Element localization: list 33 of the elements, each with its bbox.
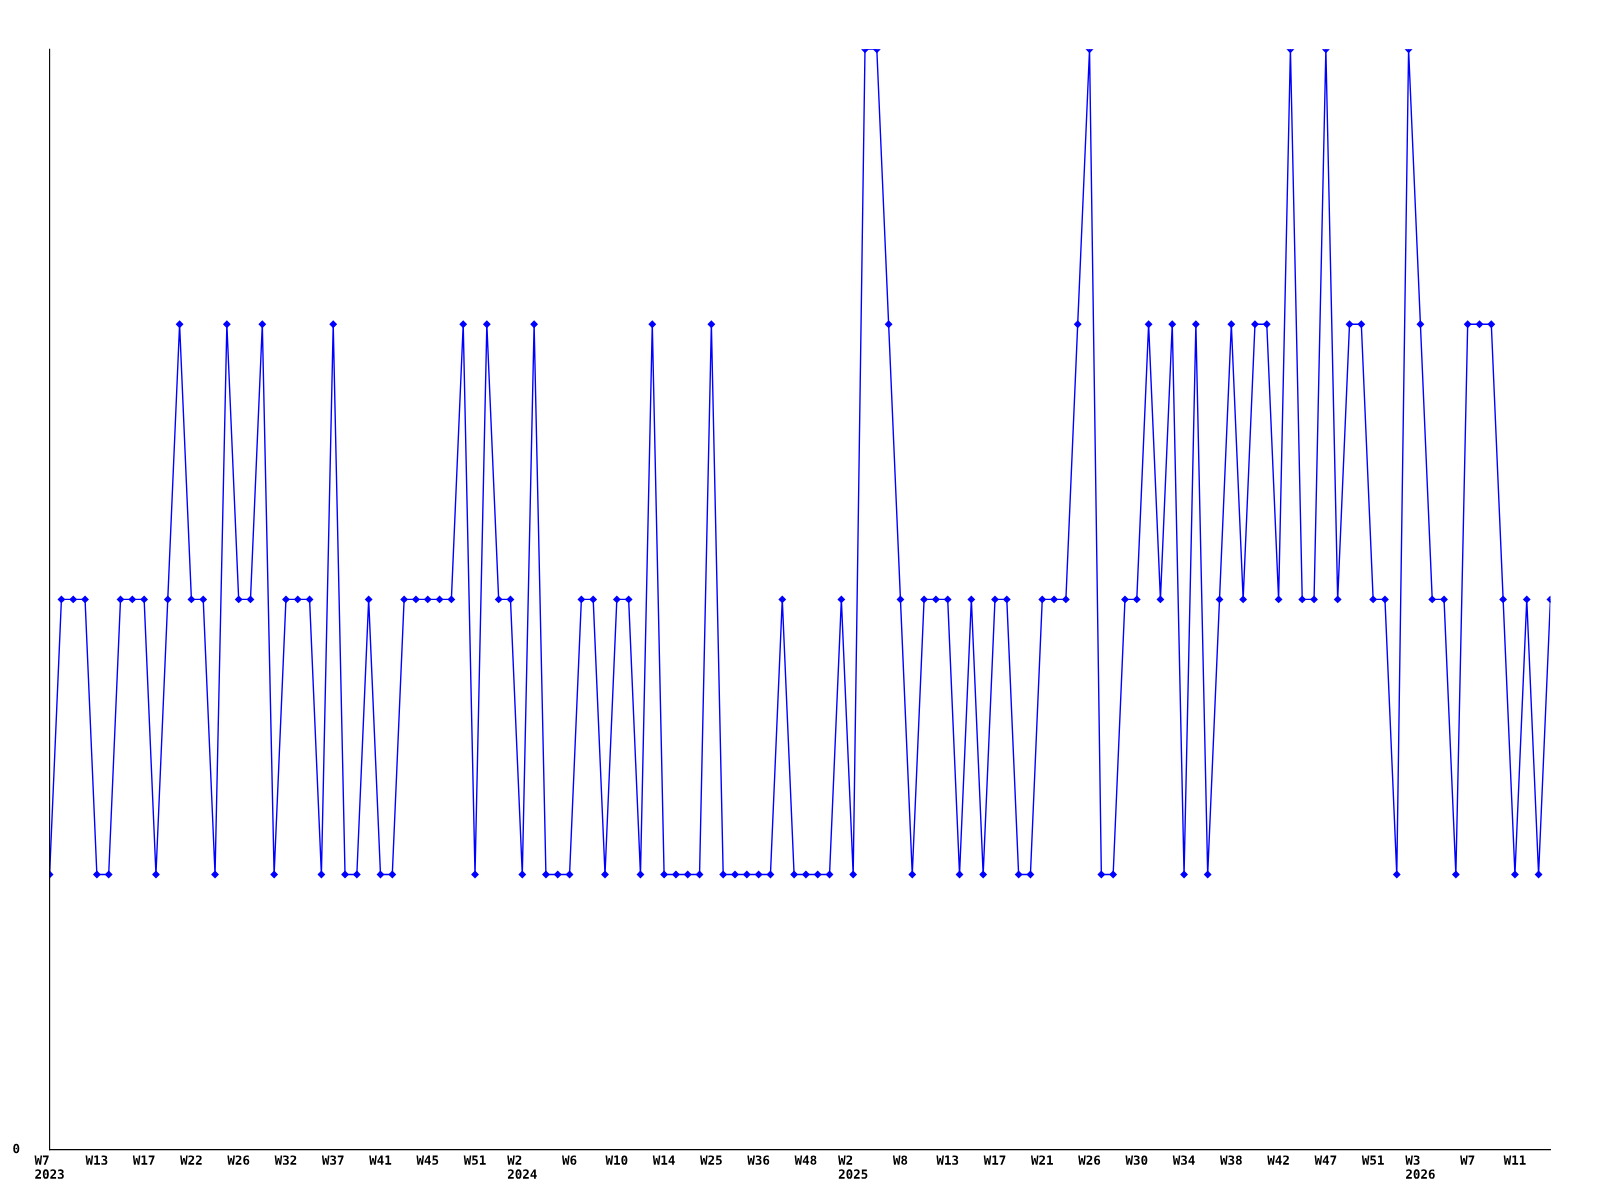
x-tick-label: W10 (605, 1155, 628, 1165)
x-tick-label: W42 (1267, 1155, 1289, 1165)
text: 0 (13, 1143, 20, 1154)
x-tick-label: W38 (1220, 1155, 1242, 1165)
x-tick-label: W26 (1078, 1155, 1101, 1165)
x-tick-label: W22 (180, 1155, 202, 1165)
x-tick-label: W26 (227, 1155, 250, 1165)
x-tick-label: W2 2024 (507, 1155, 537, 1179)
x-tick-label: W14 (652, 1155, 675, 1165)
x-tick-label: W8 (892, 1155, 908, 1165)
x-tick-label: W25 (700, 1155, 722, 1165)
x-tick-label: W30 (1125, 1155, 1148, 1165)
x-tick-label: W13 (85, 1155, 108, 1165)
x-tick-label: W51 (463, 1155, 486, 1165)
x-tick-label: W47 (1314, 1155, 1337, 1165)
x-tick-label: W36 (747, 1155, 770, 1165)
x-tick-label: W3 2026 (1405, 1155, 1435, 1179)
x-tick-label: W7 2023 (34, 1155, 64, 1179)
x-tick-label: W34 (1172, 1155, 1195, 1165)
x-tick-label: W51 (1361, 1155, 1384, 1165)
x-tick-label: W48 (794, 1155, 817, 1165)
x-tick-label: W37 (321, 1155, 344, 1165)
x-tick-label: W17 (132, 1155, 155, 1165)
x-tick-label: W32 (274, 1155, 297, 1165)
x-tick-label: W13 (936, 1155, 959, 1165)
x-tick-label: W2 2025 (838, 1155, 868, 1179)
x-tick-label: W11 (1503, 1155, 1526, 1165)
x-tick-label: W6 (562, 1155, 577, 1165)
x-tick-label: W41 (369, 1155, 392, 1165)
x-tick-label: W7 (1460, 1155, 1475, 1165)
x-tick-label: W17 (983, 1155, 1006, 1165)
x-tick-label: W45 (416, 1155, 439, 1165)
x-tick-label: W21 (1030, 1155, 1053, 1165)
